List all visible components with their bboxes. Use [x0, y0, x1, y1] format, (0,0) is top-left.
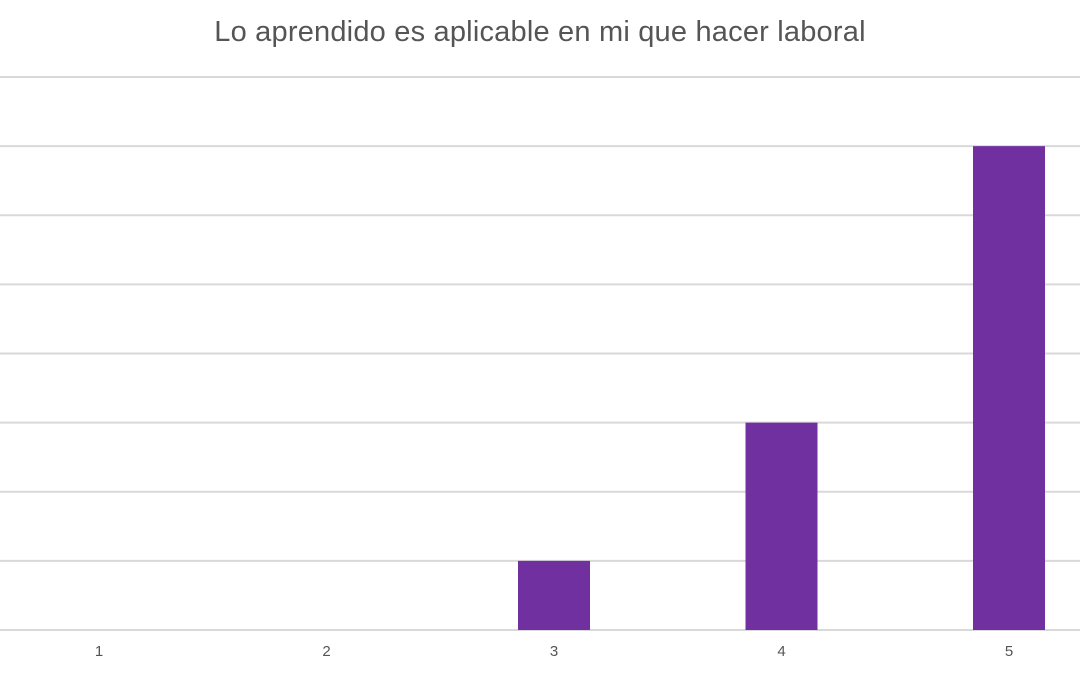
bar-3 — [518, 560, 590, 630]
x-tick-label-1: 1 — [95, 643, 103, 660]
bars — [518, 146, 1045, 630]
x-tick-label-2: 2 — [322, 643, 330, 660]
chart-title: Lo aprendido es aplicable en mi que hace… — [214, 16, 866, 48]
x-tick-label-5: 5 — [1005, 643, 1013, 660]
x-axis-tick-labels: 1 2 3 4 5 — [95, 643, 1013, 660]
bar-5 — [973, 146, 1045, 630]
x-tick-label-3: 3 — [550, 643, 558, 660]
x-tick-label-4: 4 — [777, 643, 785, 660]
bar-4 — [745, 422, 818, 630]
gridlines — [0, 76, 1080, 631]
